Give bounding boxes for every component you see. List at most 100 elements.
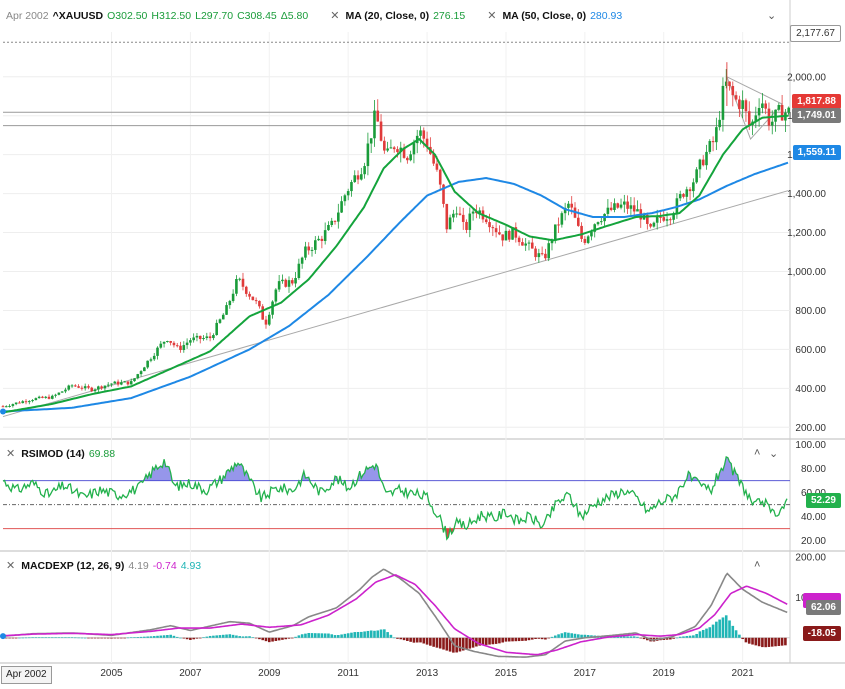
macd-histogram-bar bbox=[705, 628, 708, 638]
legend-ma20-label[interactable]: MA (20, Close, 0) bbox=[345, 9, 430, 22]
candle-body bbox=[600, 221, 603, 223]
candle-body bbox=[146, 360, 149, 368]
macd-histogram-bar bbox=[310, 633, 314, 638]
rsi-move-up-icon[interactable]: ˄ bbox=[754, 447, 761, 459]
macd-histogram-bar bbox=[139, 636, 143, 638]
price-tag-level: 1,749.01 bbox=[792, 108, 841, 123]
candle-body bbox=[116, 381, 120, 385]
macd-histogram-bar bbox=[24, 637, 28, 639]
macd-histogram-bar bbox=[166, 635, 169, 638]
candle-body bbox=[705, 151, 708, 166]
candle-body bbox=[521, 242, 524, 246]
macd-histogram-bar bbox=[422, 637, 426, 644]
macd-histogram-bar bbox=[438, 637, 442, 649]
macd-histogram-bar bbox=[692, 635, 695, 638]
macd-label[interactable]: MACDEXP (12, 26, 9) bbox=[21, 559, 125, 572]
candle-body bbox=[251, 296, 255, 301]
candle-body bbox=[491, 227, 495, 229]
macd-histogram-bar bbox=[120, 637, 123, 639]
candle-body bbox=[287, 280, 291, 287]
candle-body bbox=[343, 195, 347, 202]
candle-body bbox=[149, 359, 153, 361]
candle-body bbox=[14, 402, 18, 405]
macd-histogram-bar bbox=[314, 633, 317, 638]
remove-macd-icon[interactable]: ✕ bbox=[6, 560, 16, 572]
candle-body bbox=[327, 224, 330, 231]
macd-histogram-bar bbox=[741, 637, 744, 640]
macd-histogram-bar bbox=[626, 636, 629, 638]
candle-body bbox=[471, 211, 475, 214]
macd-histogram-bar bbox=[208, 635, 212, 638]
macd-histogram-bar bbox=[353, 632, 357, 638]
candle-body bbox=[514, 227, 518, 238]
macd-histogram-bar bbox=[162, 635, 166, 638]
macd-histogram-bar bbox=[425, 637, 429, 645]
legend-ma50-label[interactable]: MA (50, Close, 0) bbox=[502, 9, 587, 22]
macd-histogram-bar bbox=[47, 637, 51, 639]
candle-body bbox=[544, 253, 547, 259]
candle-body bbox=[185, 342, 189, 346]
macd-histogram-bar bbox=[747, 637, 751, 644]
macd-histogram-bar bbox=[60, 637, 64, 639]
macd-histogram-bar bbox=[215, 635, 218, 638]
price-tag-top: 2,177.67 bbox=[790, 25, 841, 42]
legend-symbol[interactable]: ^XAUUSD bbox=[52, 9, 104, 22]
macd-histogram-bar bbox=[557, 634, 560, 638]
candle-body bbox=[744, 100, 748, 112]
remove-rsi-icon[interactable]: ✕ bbox=[6, 448, 16, 460]
rsi-y-tick-label: 80.00 bbox=[801, 464, 826, 475]
candle-body bbox=[97, 386, 100, 390]
candle-body bbox=[695, 169, 698, 183]
macd-histogram-bar bbox=[494, 637, 498, 644]
macd-histogram-bar bbox=[419, 637, 422, 643]
candle-body bbox=[488, 222, 491, 228]
main-panel-collapse-icon[interactable]: ⌄ bbox=[767, 10, 777, 22]
candle-body bbox=[422, 130, 426, 139]
macd-histogram-bar bbox=[274, 637, 278, 641]
macd-histogram-bar bbox=[74, 637, 77, 639]
macd-histogram-bar bbox=[103, 637, 107, 639]
macd-histogram-bar bbox=[754, 637, 758, 646]
macd-histogram-bar bbox=[544, 637, 547, 640]
candle-body bbox=[636, 209, 639, 212]
macd-histogram-bar bbox=[521, 637, 524, 641]
candle-body bbox=[350, 182, 353, 192]
rsi-label[interactable]: RSIMOD (14) bbox=[21, 447, 85, 460]
remove-ma50-icon[interactable]: ✕ bbox=[487, 10, 497, 22]
x-tick-label: 2005 bbox=[100, 668, 123, 679]
macd-histogram-bar bbox=[258, 637, 261, 640]
candle-body bbox=[363, 166, 366, 175]
macd-histogram-bar bbox=[695, 633, 698, 638]
remove-ma20-icon[interactable]: ✕ bbox=[330, 10, 340, 22]
macd-histogram-bar bbox=[238, 636, 241, 638]
candle-body bbox=[498, 232, 501, 235]
macd-histogram-bar bbox=[465, 637, 468, 650]
macd-histogram-bar bbox=[218, 635, 222, 638]
macd-histogram-bar bbox=[455, 637, 458, 653]
candle-body bbox=[396, 149, 399, 153]
candle-body bbox=[590, 231, 593, 237]
macd-histogram-bar bbox=[570, 633, 574, 638]
macd-histogram-bar bbox=[560, 633, 564, 638]
candle-body bbox=[406, 157, 409, 161]
candle-body bbox=[478, 210, 481, 214]
candle-body bbox=[41, 396, 44, 398]
rsi-collapse-icon[interactable]: ⌄ bbox=[769, 448, 779, 460]
macd-histogram-bar bbox=[241, 636, 245, 638]
candle-body bbox=[494, 228, 498, 233]
ma20-line bbox=[2, 114, 789, 414]
y-tick-label: 1,400.00 bbox=[787, 189, 826, 200]
candle-body bbox=[166, 341, 169, 343]
macd-histogram-bar bbox=[682, 636, 685, 638]
candle-body bbox=[718, 119, 721, 128]
candle-body bbox=[162, 341, 166, 344]
macd-move-up-icon[interactable]: ˄ bbox=[754, 559, 761, 571]
rsi-y-tick-label: 100.00 bbox=[795, 440, 826, 451]
candle-body bbox=[360, 174, 363, 180]
macd-histogram-bar bbox=[718, 619, 721, 638]
candle-body bbox=[264, 319, 268, 325]
macd-histogram-bar bbox=[202, 637, 205, 638]
macd-histogram-bar bbox=[300, 634, 304, 638]
